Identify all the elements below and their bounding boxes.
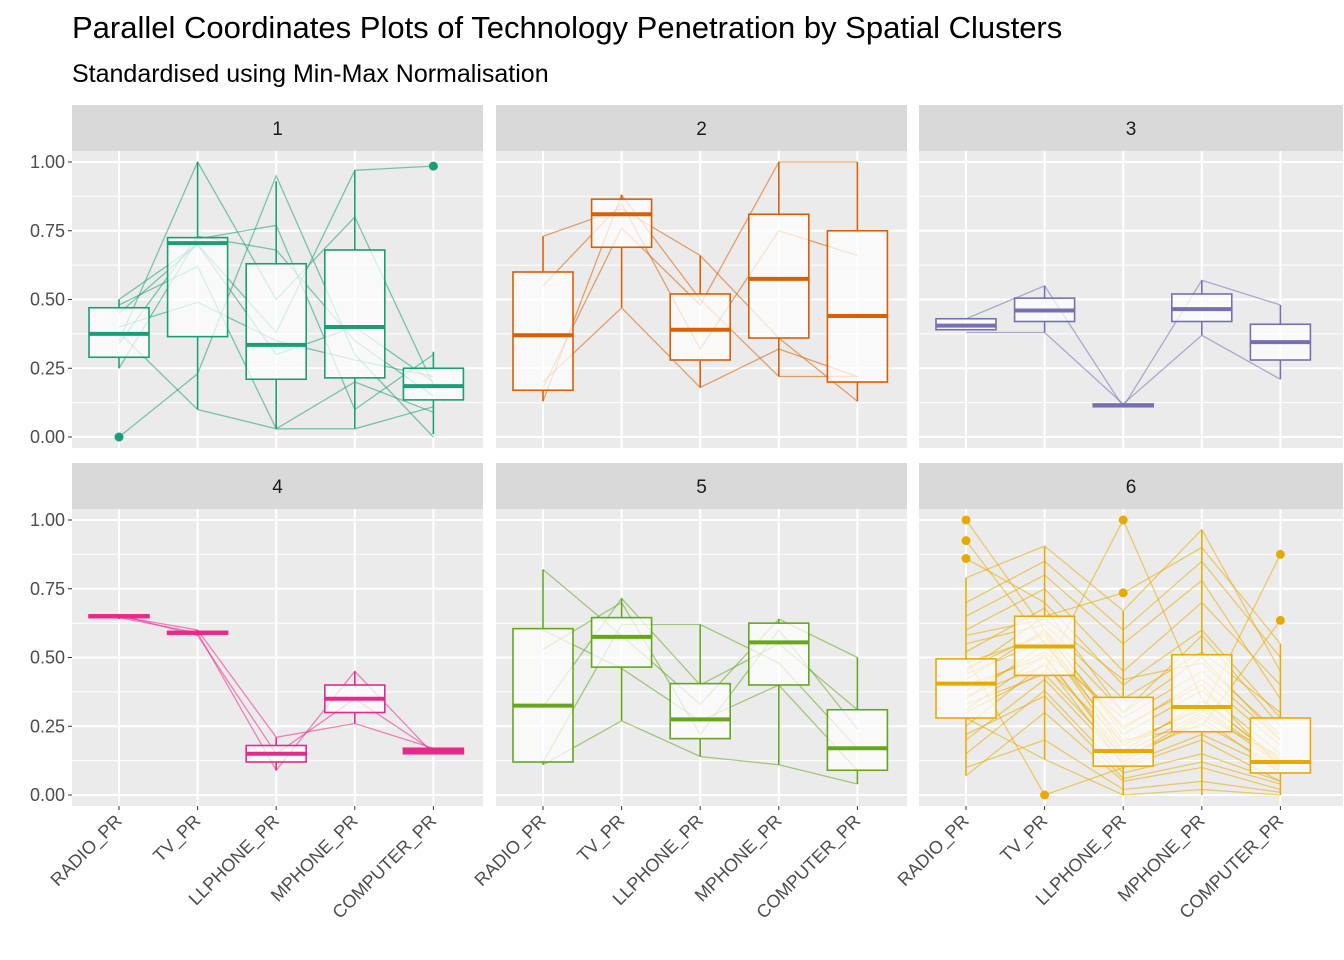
y-tick-label: 0.75 [30, 221, 65, 241]
box [166, 236, 229, 338]
y-tick-label: 0.00 [30, 427, 65, 447]
y-tick-label: 0.50 [30, 290, 65, 310]
outlier-point [1040, 790, 1050, 800]
outlier-point [114, 432, 124, 442]
box [747, 622, 810, 686]
outlier-point [1118, 588, 1128, 598]
y-tick-label: 1.00 [30, 152, 65, 172]
x-tick-label: RADIO_PR [47, 811, 127, 891]
facet-strip [919, 105, 1343, 151]
x-tick-label: RADIO_PR [894, 811, 974, 891]
outlier-point [961, 536, 971, 546]
box [590, 616, 653, 668]
chart-subtitle: Standardised using Min-Max Normalisation [72, 60, 549, 88]
box [512, 627, 574, 763]
y-tick-label: 0.75 [30, 579, 65, 599]
chart-title: Parallel Coordinates Plots of Technology… [72, 10, 1063, 45]
box [245, 262, 307, 381]
facet-strip-label: 1 [272, 119, 283, 140]
box [1092, 696, 1154, 767]
facet-strip-label: 5 [696, 477, 707, 498]
facet-strip [72, 463, 483, 509]
outlier-point [961, 554, 971, 563]
box [669, 682, 732, 740]
x-tick-label: TV_PR [996, 811, 1052, 867]
y-tick-label: 0.50 [30, 648, 65, 668]
facet-strip-label: 6 [1126, 477, 1137, 498]
x-tick-label: TV_PR [149, 811, 205, 867]
facet-strip [496, 463, 907, 509]
series-line [118, 174, 434, 438]
outlier-point [961, 515, 971, 525]
facet-strip-label: 4 [272, 477, 283, 498]
box [935, 658, 997, 719]
x-tick-label: RADIO_PR [471, 811, 551, 891]
box [1249, 717, 1312, 774]
box [590, 198, 653, 249]
y-tick-label: 0.25 [30, 358, 65, 378]
outlier-point [1118, 515, 1128, 525]
outlier-point [428, 161, 438, 171]
box [747, 213, 810, 339]
box [826, 708, 889, 772]
facet-strip-label: 2 [696, 119, 707, 140]
box [669, 293, 732, 361]
box [826, 229, 889, 383]
box [402, 367, 465, 401]
outlier-point [1275, 549, 1285, 559]
outlier-point [1275, 615, 1285, 625]
facet-strip [72, 105, 483, 151]
y-tick-label: 0.00 [30, 785, 65, 805]
y-tick-label: 0.25 [30, 716, 65, 736]
facet-strip-label: 3 [1126, 119, 1137, 140]
facet-strip [496, 105, 907, 151]
box [323, 249, 386, 379]
facet-strip [919, 463, 1343, 509]
y-tick-label: 1.00 [30, 510, 65, 530]
box [1171, 653, 1233, 733]
box [512, 271, 574, 392]
x-tick-label: TV_PR [573, 811, 629, 867]
